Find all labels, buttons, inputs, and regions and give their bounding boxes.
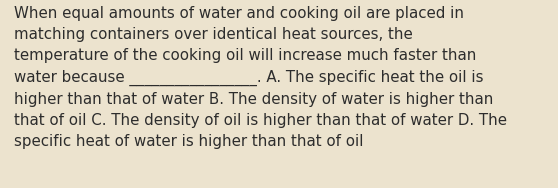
Text: When equal amounts of water and cooking oil are placed in
matching containers ov: When equal amounts of water and cooking … [14, 6, 507, 149]
